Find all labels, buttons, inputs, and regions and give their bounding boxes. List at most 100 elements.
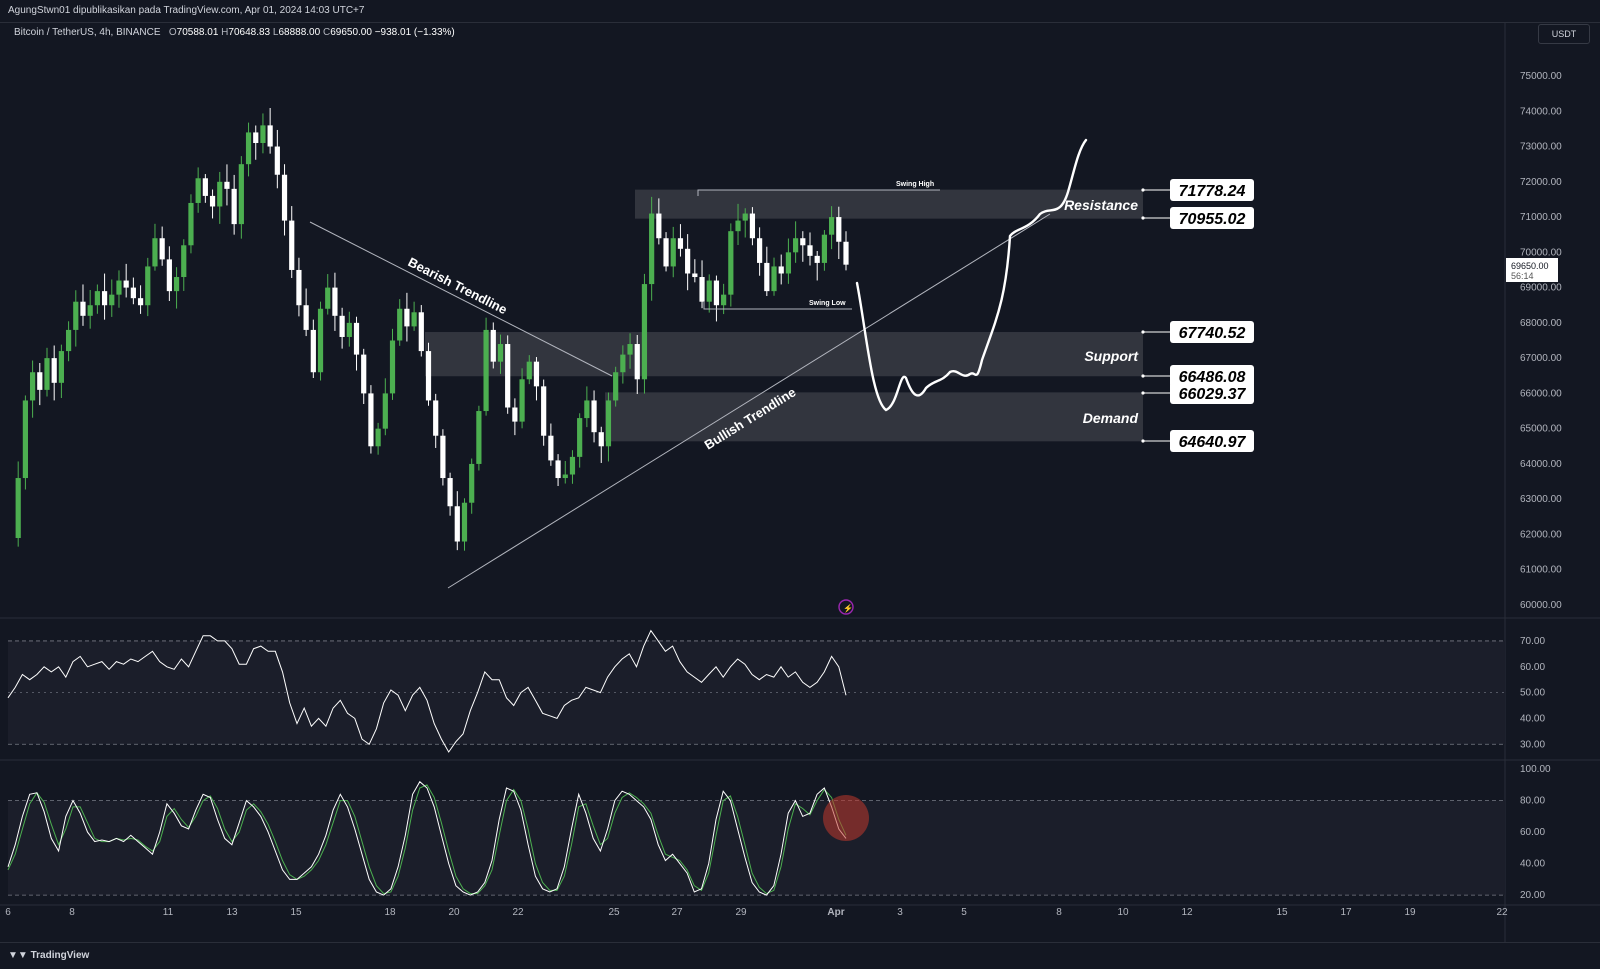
zone-resistance bbox=[635, 189, 1143, 219]
time-tick-label: 18 bbox=[384, 907, 396, 918]
price-label-box[interactable] bbox=[1170, 321, 1254, 343]
candle-body bbox=[130, 287, 136, 299]
candle-body bbox=[152, 238, 158, 267]
price-label-text: 66029.37 bbox=[1179, 386, 1247, 403]
close-label: C bbox=[322, 27, 331, 38]
candle-body bbox=[325, 287, 331, 309]
lightning-icon[interactable] bbox=[838, 599, 854, 615]
candle-body bbox=[51, 358, 57, 383]
candle-body bbox=[641, 284, 648, 380]
candle-body bbox=[663, 238, 669, 267]
candle-body bbox=[339, 315, 345, 337]
time-tick-label: 22 bbox=[512, 907, 524, 918]
candle-body bbox=[368, 393, 374, 447]
current-price-tag[interactable] bbox=[1506, 258, 1558, 282]
candle-body bbox=[483, 329, 489, 412]
currency-button[interactable]: USDT bbox=[1538, 24, 1590, 44]
stoch-axis[interactable]: 100.00 80.00 60.00 40.00 20.00 bbox=[1520, 764, 1551, 901]
open-label: O bbox=[168, 27, 177, 38]
projected-path[interactable] bbox=[855, 138, 1088, 412]
time-tick-label: 20 bbox=[448, 907, 460, 918]
time-tick-label: 15 bbox=[1276, 907, 1288, 918]
time-tick-label: 25 bbox=[608, 907, 620, 918]
price-label-box[interactable] bbox=[1170, 365, 1254, 387]
candle-body bbox=[224, 181, 230, 189]
candle-body bbox=[814, 255, 820, 263]
time-tick-label: 8 bbox=[69, 907, 75, 918]
candle-body bbox=[598, 432, 604, 447]
candle-body bbox=[425, 351, 432, 401]
candle-body bbox=[87, 305, 93, 316]
tradingview-logo[interactable]: ▼▼ TradingView bbox=[8, 950, 89, 961]
candle-body bbox=[505, 344, 511, 408]
price-label-box[interactable] bbox=[1170, 430, 1254, 452]
candle-body bbox=[15, 478, 21, 538]
price-tick-label: 68000.00 bbox=[1520, 318, 1562, 329]
swing-high-line[interactable] bbox=[697, 189, 940, 196]
time-tick-label: Apr bbox=[827, 907, 844, 918]
stoch-tick-label: 100.00 bbox=[1520, 764, 1551, 775]
price-label-dot bbox=[1141, 330, 1145, 334]
demand-label: Demand bbox=[1083, 410, 1139, 426]
candle-body bbox=[829, 217, 835, 235]
price-tick-label: 72000.00 bbox=[1520, 177, 1562, 188]
price-label-box[interactable] bbox=[1170, 179, 1254, 201]
candle-body bbox=[361, 354, 367, 394]
rsi-tick-label: 70.00 bbox=[1520, 636, 1545, 647]
candle-body bbox=[519, 379, 525, 422]
candle-body bbox=[706, 280, 712, 302]
swing-low-line[interactable] bbox=[703, 302, 852, 310]
price-countdown: 56:14 bbox=[1511, 271, 1534, 281]
rsi-tick-label: 40.00 bbox=[1520, 713, 1545, 724]
candle-body bbox=[58, 351, 64, 383]
bullish-trendline[interactable] bbox=[447, 213, 1051, 589]
candle-body bbox=[807, 245, 813, 256]
bearish-trendline[interactable] bbox=[309, 221, 613, 377]
candle-body bbox=[181, 245, 187, 278]
candle-body bbox=[526, 361, 532, 380]
candle-body bbox=[613, 372, 619, 401]
candle-body bbox=[188, 202, 194, 246]
candle-body bbox=[584, 400, 590, 419]
rsi-axis[interactable]: 70.00 60.00 50.00 40.00 30.00 bbox=[1520, 636, 1545, 750]
stoch-k-line[interactable] bbox=[7, 780, 847, 896]
candle-body bbox=[281, 174, 288, 221]
price-label-box[interactable] bbox=[1170, 207, 1254, 229]
publish-header: AgungStwn01 dipublikasikan pada TradingV… bbox=[0, 0, 1600, 23]
low-value: 68888.00 bbox=[278, 27, 321, 38]
rsi-line[interactable] bbox=[7, 629, 847, 753]
candle-body bbox=[447, 478, 453, 507]
price-tick-label: 65000.00 bbox=[1520, 424, 1562, 435]
signal-circle[interactable] bbox=[823, 795, 869, 841]
stoch-tick-label: 60.00 bbox=[1520, 827, 1545, 838]
candle-body bbox=[677, 238, 684, 249]
candle-body bbox=[109, 294, 115, 306]
price-label-dot bbox=[1141, 374, 1145, 378]
price-axis[interactable]: 75000.00 74000.00 73000.00 72000.00 71000.00… bbox=[1520, 71, 1562, 611]
time-axis[interactable]: 6 8 11 13 15 18 20 22 25 27 29 Apr 3 5 8 10 12 15 17 19 22 bbox=[5, 907, 1508, 918]
chart-canvas[interactable]: 75000.00 74000.00 73000.00 72000.00 71000.00… bbox=[0, 22, 1600, 942]
price-tick-label: 70000.00 bbox=[1520, 247, 1562, 258]
candle-body bbox=[454, 506, 460, 542]
candle-body bbox=[533, 361, 540, 387]
candle-body bbox=[821, 234, 828, 263]
candle-body bbox=[800, 238, 806, 246]
swing-high-label: Swing High bbox=[896, 181, 934, 188]
candle-body bbox=[317, 308, 324, 373]
change-value: −938.01 (−1.33%) bbox=[374, 27, 455, 38]
price-tick-label: 69000.00 bbox=[1520, 283, 1562, 294]
symbol-name[interactable]: Bitcoin / TetherUS, 4h, BINANCE bbox=[14, 27, 161, 38]
candle-body bbox=[497, 344, 504, 362]
candle-body bbox=[411, 312, 417, 327]
candle-body bbox=[548, 435, 554, 461]
price-label-box[interactable] bbox=[1170, 382, 1254, 404]
candle-body bbox=[562, 474, 568, 479]
candle-body bbox=[433, 400, 439, 436]
stoch-tick-label: 40.00 bbox=[1520, 859, 1545, 870]
zone-demand bbox=[605, 392, 1143, 442]
stoch-d-line[interactable] bbox=[7, 784, 847, 895]
candle-body bbox=[231, 188, 237, 225]
candle-body bbox=[440, 435, 446, 479]
candles[interactable] bbox=[15, 107, 849, 551]
candle-body bbox=[274, 146, 280, 175]
